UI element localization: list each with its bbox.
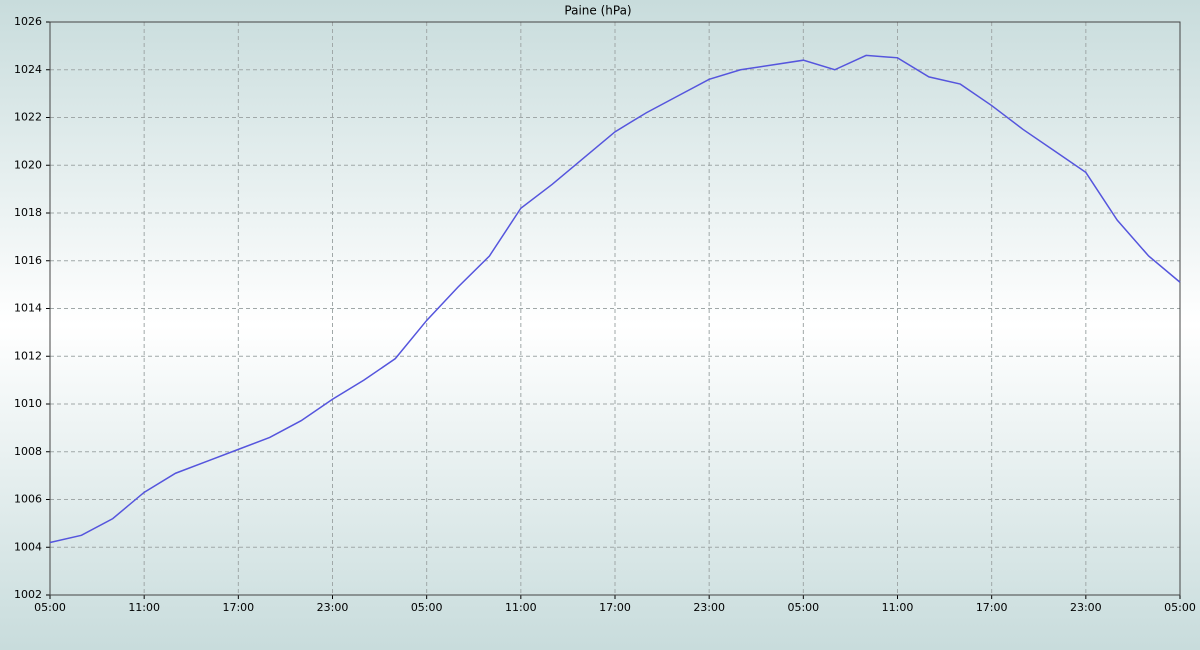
- x-tick-label: 05:00: [1164, 601, 1196, 614]
- y-tick-label: 1022: [14, 111, 42, 124]
- x-tick-label: 05:00: [787, 601, 819, 614]
- data-line: [49, 54, 1181, 544]
- y-tick-label: 1010: [14, 397, 42, 410]
- plot-frame: [49, 21, 1181, 596]
- y-tick-label: 1006: [14, 493, 42, 506]
- x-tick-label: 17:00: [976, 601, 1008, 614]
- x-tick-label: 05:00: [411, 601, 443, 614]
- y-tick-label: 1024: [14, 63, 42, 76]
- x-tick-label: 11:00: [505, 601, 537, 614]
- x-tick-label: 11:00: [882, 601, 914, 614]
- y-tick-label: 1004: [14, 540, 42, 553]
- x-tick-label: 17:00: [599, 601, 631, 614]
- y-tick-label: 1016: [14, 254, 42, 267]
- chart-title: Paine (hPa): [564, 4, 631, 18]
- x-tick-label: 23:00: [1070, 601, 1102, 614]
- y-tick-label: 1012: [14, 349, 42, 362]
- x-tick-label: 11:00: [128, 601, 160, 614]
- x-tick-label: 17:00: [222, 601, 254, 614]
- y-tick-label: 1008: [14, 445, 42, 458]
- y-tick-label: 1026: [14, 15, 42, 28]
- y-tick-label: 1014: [14, 302, 42, 315]
- x-tick-label: 23:00: [317, 601, 349, 614]
- x-tick-label: 23:00: [693, 601, 725, 614]
- x-tick-label: 05:00: [34, 601, 66, 614]
- y-tick-label: 1018: [14, 206, 42, 219]
- y-tick-label: 1002: [14, 588, 42, 601]
- y-tick-label: 1020: [14, 158, 42, 171]
